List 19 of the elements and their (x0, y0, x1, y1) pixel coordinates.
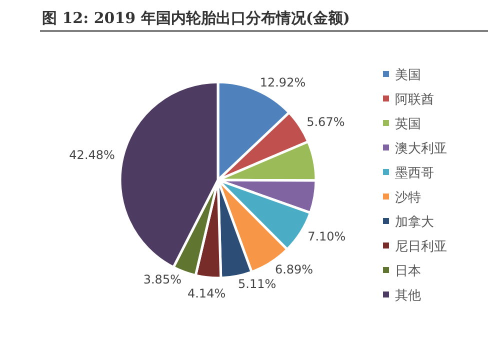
legend-label: 日本 (395, 264, 421, 279)
data-label: 12.92% (260, 76, 306, 90)
data-label: 5.67% (306, 114, 345, 129)
chart-title: 图 12: 2019 年国内轮胎出口分布情况(金额) (42, 9, 350, 27)
legend-label: 其他 (395, 288, 421, 304)
data-label: 5.11% (238, 277, 276, 292)
legend-label: 美国 (395, 67, 421, 83)
data-label: 6.89% (274, 262, 314, 276)
legend-label: 尼日利亚 (395, 240, 447, 254)
legend-label: 沙特 (395, 190, 421, 206)
data-label: 4.14% (187, 286, 226, 300)
data-label: 3.85% (143, 272, 182, 287)
legend-label: 加拿大 (395, 215, 434, 230)
legend-label: 澳大利亚 (395, 142, 447, 156)
data-label: 7.10% (308, 230, 346, 244)
legend-label: 墨西哥 (395, 166, 434, 181)
data-label: 42.48% (69, 148, 115, 162)
legend-label: 英国 (395, 117, 421, 132)
legend-label: 阿联酋 (395, 92, 434, 108)
